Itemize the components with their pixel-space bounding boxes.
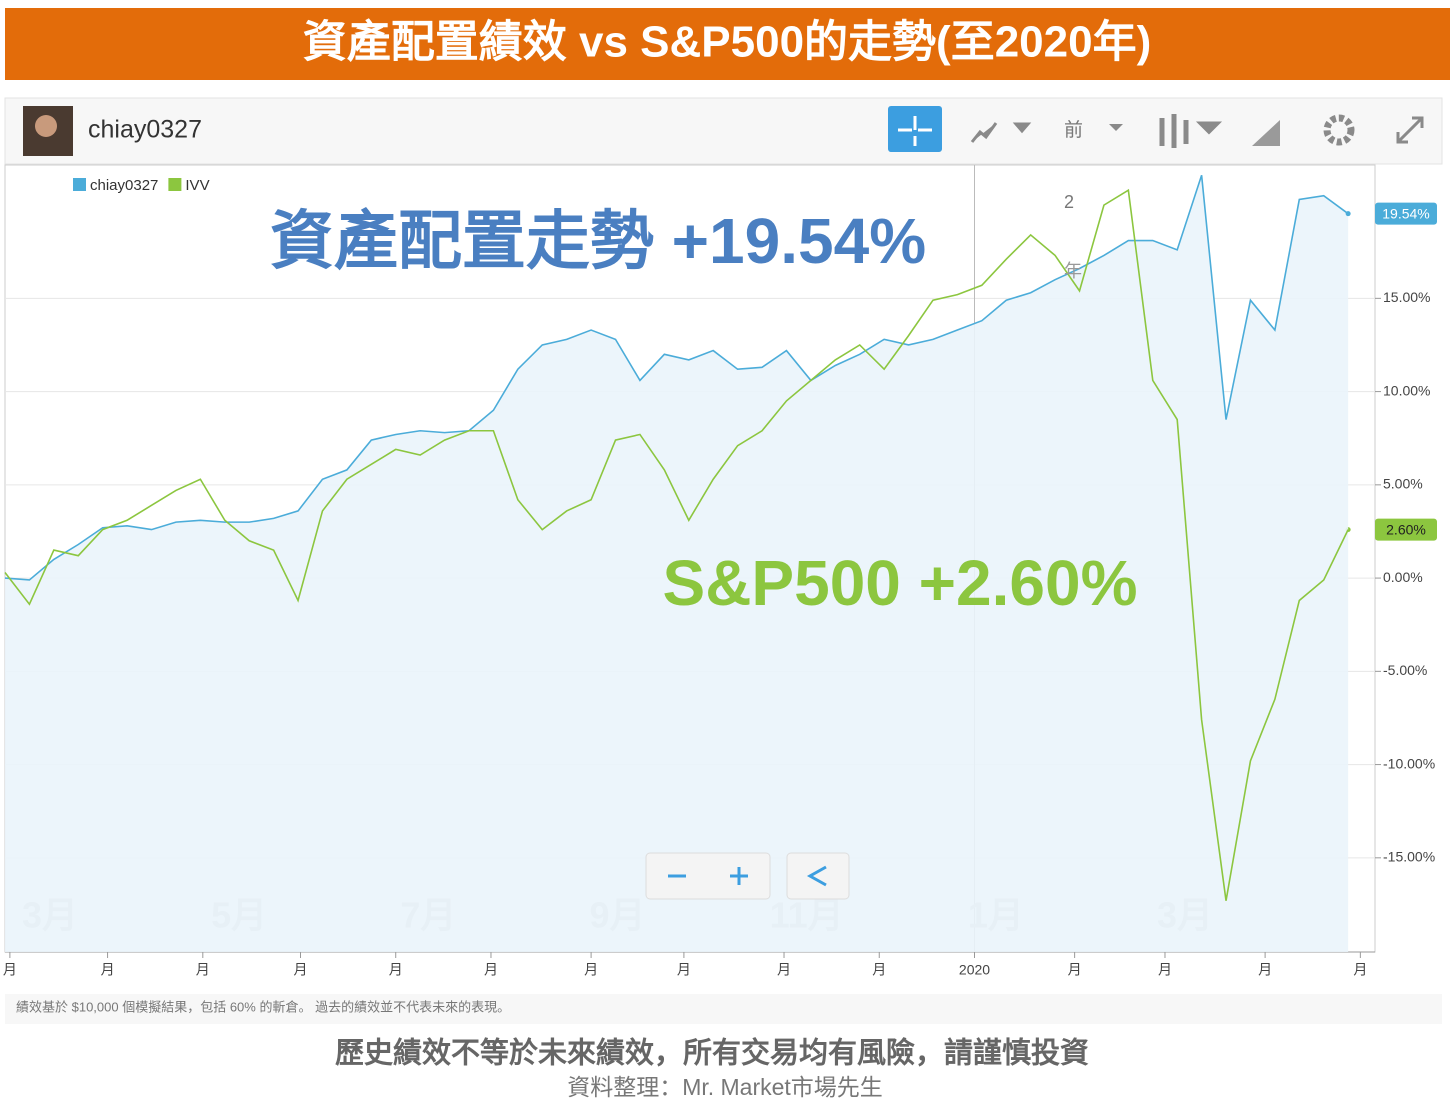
x-tick-label: 月 xyxy=(1068,962,1082,978)
x-tick-label: 月 xyxy=(872,962,886,978)
y-tick-label: -15.00% xyxy=(1383,849,1435,865)
overlay-fragment: 2 xyxy=(1064,192,1074,212)
username: chiay0327 xyxy=(88,116,202,144)
x-tick-label: 月 xyxy=(1258,962,1272,978)
end-label: 19.54% xyxy=(1382,205,1429,221)
x-tick-label: 2020 xyxy=(959,962,990,978)
end-label-box xyxy=(1375,518,1437,541)
crosshair-icon xyxy=(898,116,932,146)
share-icon xyxy=(806,865,827,887)
y-tick-label: 0.00% xyxy=(1383,569,1423,585)
area xyxy=(5,175,1349,953)
x-tick-label: 月 xyxy=(777,962,791,978)
annotation: 資產配置走勢 +19.54% xyxy=(270,205,926,277)
y-tick-label: 5.00% xyxy=(1383,476,1423,492)
chart-title: 資產配置績效 vs S&P500的走勢(至2020年) xyxy=(303,18,1151,67)
candles-button[interactable] xyxy=(1159,114,1223,148)
x-tick-label: 月 xyxy=(1353,962,1367,978)
footnote: 績效基於 $10,000 個模擬結果，包括 60% 的斬倉。 過去的績效並不代表… xyxy=(16,999,510,1014)
legend-label: IVV xyxy=(185,177,209,194)
x-tick-label: 月 xyxy=(677,962,691,978)
overlay-fragment: 年 xyxy=(1064,261,1082,281)
disclaimer: 歷史績效不等於未來績效，所有交易均有風險，請謹慎投資 xyxy=(335,1036,1089,1070)
line xyxy=(4,188,1349,901)
y-tick-label: 10.00% xyxy=(1383,382,1430,398)
end-point xyxy=(1345,211,1351,217)
zoom-buttons xyxy=(645,852,771,900)
period-caret xyxy=(1109,124,1123,131)
legend-swatch xyxy=(168,178,182,191)
end-label-box xyxy=(1375,202,1437,225)
y-tick-label: -5.00% xyxy=(1383,662,1427,678)
settings-button[interactable] xyxy=(1323,114,1355,146)
toolbar xyxy=(4,97,1443,165)
source: 資料整理：Mr. Market市場先生 xyxy=(567,1074,883,1100)
x-tick-label: 月 xyxy=(389,962,403,978)
line xyxy=(4,175,1349,581)
period-button[interactable]: 前 xyxy=(1064,119,1083,141)
draw-button[interactable] xyxy=(1252,120,1280,146)
zoom-icons[interactable] xyxy=(668,867,748,885)
legend-swatch xyxy=(73,178,86,191)
y-tick-label: 15.00% xyxy=(1383,289,1430,305)
chart-type-button[interactable] xyxy=(970,122,1032,143)
share-button[interactable] xyxy=(786,852,850,900)
annotation: S&P500 +2.60% xyxy=(663,547,1138,619)
legend-label: chiay0327 xyxy=(90,177,158,194)
x-tick-label: 月 xyxy=(584,962,598,978)
end-label: 2.60% xyxy=(1386,521,1426,537)
title-banner xyxy=(5,8,1450,80)
footnote-bar xyxy=(5,994,1442,1024)
x-tick-label: 月 xyxy=(196,962,210,978)
x-tick-label: 月 xyxy=(101,962,115,978)
x-tick-label: 月 xyxy=(1158,962,1172,978)
x-tick-label: 月 xyxy=(293,962,307,978)
x-tick-label: 月 xyxy=(484,962,498,978)
y-tick-label: -10.00% xyxy=(1383,755,1435,771)
x-tick-label: 月 xyxy=(3,962,17,978)
avatar-face xyxy=(35,115,57,137)
fullscreen-button[interactable] xyxy=(1396,116,1424,144)
